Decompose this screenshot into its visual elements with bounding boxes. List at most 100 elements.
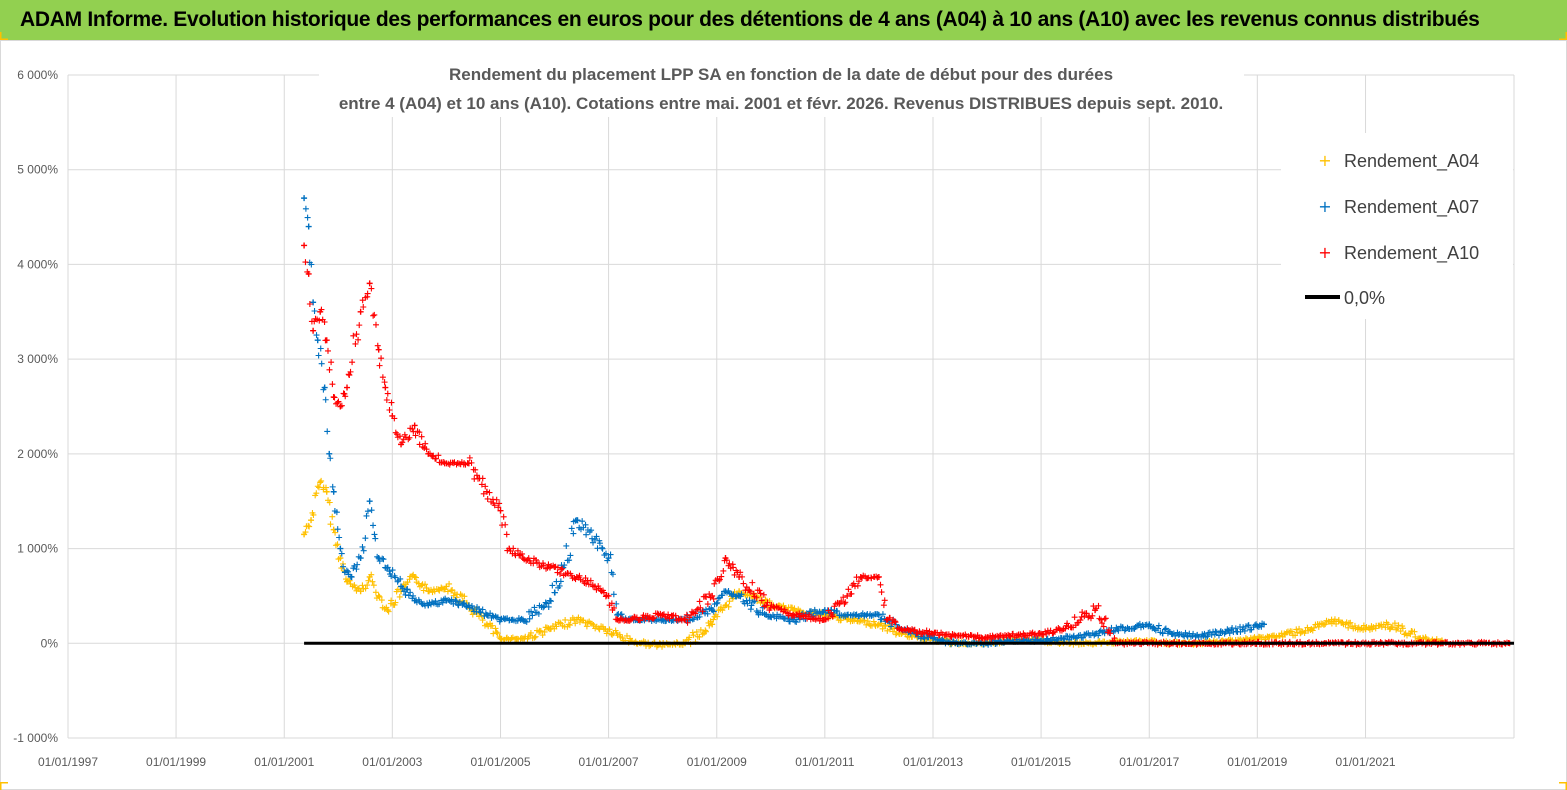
- filler-marker-Rendement_A07: [549, 582, 556, 589]
- filler-marker-Rendement_A04: [449, 586, 456, 593]
- filler-marker-Rendement_A04: [376, 593, 383, 600]
- data-point-Rendement_A07: [330, 488, 337, 495]
- filler-marker-Rendement_A07: [1162, 625, 1169, 632]
- filler-marker-Rendement_A10: [593, 586, 600, 593]
- filler-marker-Rendement_A10: [360, 304, 367, 311]
- filler-marker-Rendement_A10: [651, 614, 658, 621]
- filler-marker-Rendement_A07: [702, 606, 709, 613]
- filler-marker-Rendement_A07: [596, 540, 603, 547]
- chart-svg: -1 000% 0% 1 000% 2 000% 3 000% 4 000% 5 000% 6…: [13, 59, 1515, 769]
- data-point-Rendement_A07: [605, 555, 612, 562]
- filler-marker-Rendement_A10: [473, 472, 480, 479]
- filler-marker-Rendement_A04: [388, 597, 395, 604]
- filler-marker-Rendement_A04: [565, 621, 572, 628]
- filler-marker-Rendement_A10: [842, 599, 849, 606]
- filler-marker-Rendement_A04: [566, 622, 573, 629]
- filler-marker-Rendement_A07: [570, 530, 577, 537]
- filler-marker-Rendement_A04: [1288, 628, 1295, 635]
- x-tick-label: 01/01/2003: [362, 755, 422, 769]
- filler-marker-Rendement_A07: [528, 608, 535, 615]
- filler-marker-Rendement_A10: [587, 577, 594, 584]
- filler-marker-Rendement_A04: [557, 619, 564, 626]
- filler-marker-Rendement_A07: [313, 332, 320, 339]
- filler-marker-Rendement_A10: [1079, 609, 1086, 616]
- filler-marker-Rendement_A07: [353, 566, 360, 573]
- filler-marker-Rendement_A04: [870, 618, 877, 625]
- filler-marker-Rendement_A10: [878, 589, 885, 596]
- filler-marker-Rendement_A07: [354, 561, 361, 568]
- filler-marker-Rendement_A10: [631, 613, 638, 620]
- filler-marker-Rendement_A07: [489, 612, 496, 619]
- filler-marker-Rendement_A10: [486, 489, 493, 496]
- x-tick-label: 01/01/2015: [1011, 755, 1071, 769]
- filler-marker-Rendement_A07: [317, 345, 324, 352]
- filler-marker-Rendement_A07: [1136, 620, 1143, 627]
- filler-marker-Rendement_A10: [454, 460, 461, 467]
- filler-marker-Rendement_A10: [1102, 615, 1109, 622]
- filler-marker-Rendement_A10: [342, 393, 349, 400]
- chart-area: -1 000% 0% 1 000% 2 000% 3 000% 4 000% 5 000% 6…: [0, 40, 1567, 790]
- filler-marker-Rendement_A07: [744, 600, 751, 607]
- x-tick-label: 01/01/2007: [579, 755, 639, 769]
- data-point-Rendement_A10: [875, 573, 882, 580]
- filler-marker-Rendement_A10: [1083, 610, 1090, 617]
- data-point-Rendement_A04: [344, 578, 351, 585]
- filler-marker-Rendement_A04: [864, 618, 871, 625]
- filler-marker-Rendement_A04: [479, 617, 486, 624]
- legend-marker-a07: +: [1318, 197, 1331, 216]
- legend-label-a10: Rendement_A10: [1344, 243, 1479, 264]
- filler-marker-Rendement_A07: [1155, 622, 1162, 629]
- filler-marker-Rendement_A07: [360, 547, 367, 554]
- filler-marker-Rendement_A10: [747, 588, 754, 595]
- filler-marker-Rendement_A04: [710, 616, 717, 623]
- filler-marker-Rendement_A07: [336, 534, 343, 541]
- filler-marker-Rendement_A07: [792, 618, 799, 625]
- filler-marker-Rendement_A10: [493, 496, 500, 503]
- filler-marker-Rendement_A07: [599, 545, 606, 552]
- data-point-Rendement_A10: [844, 592, 851, 599]
- filler-marker-Rendement_A07: [479, 606, 486, 613]
- y-axis-ticks: -1 000% 0% 1 000% 2 000% 3 000% 4 000% 5 000% 6…: [13, 68, 58, 745]
- filler-marker-Rendement_A04: [1395, 622, 1402, 629]
- filler-marker-Rendement_A10: [1089, 612, 1096, 619]
- filler-marker-Rendement_A07: [542, 599, 549, 606]
- filler-marker-Rendement_A10: [466, 454, 473, 461]
- data-point-Rendement_A10: [605, 592, 612, 599]
- filler-marker-Rendement_A10: [430, 452, 437, 459]
- legend-marker-a10: +: [1318, 243, 1331, 262]
- filler-marker-Rendement_A10: [841, 600, 848, 607]
- filler-marker-Rendement_A07: [334, 526, 341, 533]
- data-point-Rendement_A10: [305, 270, 312, 277]
- filler-marker-Rendement_A04: [553, 623, 560, 630]
- filler-marker-Rendement_A10: [1111, 635, 1118, 642]
- filler-marker-Rendement_A10: [1062, 625, 1069, 632]
- filler-marker-Rendement_A04: [583, 623, 590, 630]
- filler-marker-Rendement_A07: [1204, 633, 1211, 640]
- filler-marker-Rendement_A10: [391, 415, 398, 422]
- filler-marker-Rendement_A10: [328, 359, 335, 366]
- filler-marker-Rendement_A10: [384, 390, 391, 397]
- filler-marker-Rendement_A07: [1155, 625, 1162, 632]
- filler-marker-Rendement_A04: [372, 589, 379, 596]
- filler-marker-Rendement_A10: [435, 452, 442, 459]
- filler-marker-Rendement_A10: [386, 406, 393, 413]
- data-point-Rendement_A10: [497, 507, 504, 514]
- filler-marker-Rendement_A04: [726, 598, 733, 605]
- data-point-Rendement_A04: [709, 621, 716, 628]
- filler-marker-Rendement_A04: [1311, 624, 1318, 631]
- filler-marker-Rendement_A10: [672, 612, 679, 619]
- filler-marker-Rendement_A04: [562, 616, 569, 623]
- filler-marker-Rendement_A10: [356, 322, 363, 329]
- filler-marker-Rendement_A07: [432, 598, 439, 605]
- filler-marker-Rendement_A10: [472, 466, 479, 473]
- filler-marker-Rendement_A07: [362, 535, 369, 542]
- x-tick-label: 01/01/2017: [1119, 755, 1179, 769]
- filler-marker-Rendement_A07: [404, 586, 411, 593]
- x-tick-label: 01/01/1997: [38, 755, 98, 769]
- filler-marker-Rendement_A10: [1077, 617, 1084, 624]
- filler-marker-Rendement_A04: [757, 593, 764, 600]
- filler-marker-Rendement_A07: [380, 556, 387, 563]
- filler-marker-Rendement_A04: [327, 521, 334, 528]
- filler-marker-Rendement_A10: [478, 481, 485, 488]
- filler-marker-Rendement_A04: [1382, 624, 1389, 631]
